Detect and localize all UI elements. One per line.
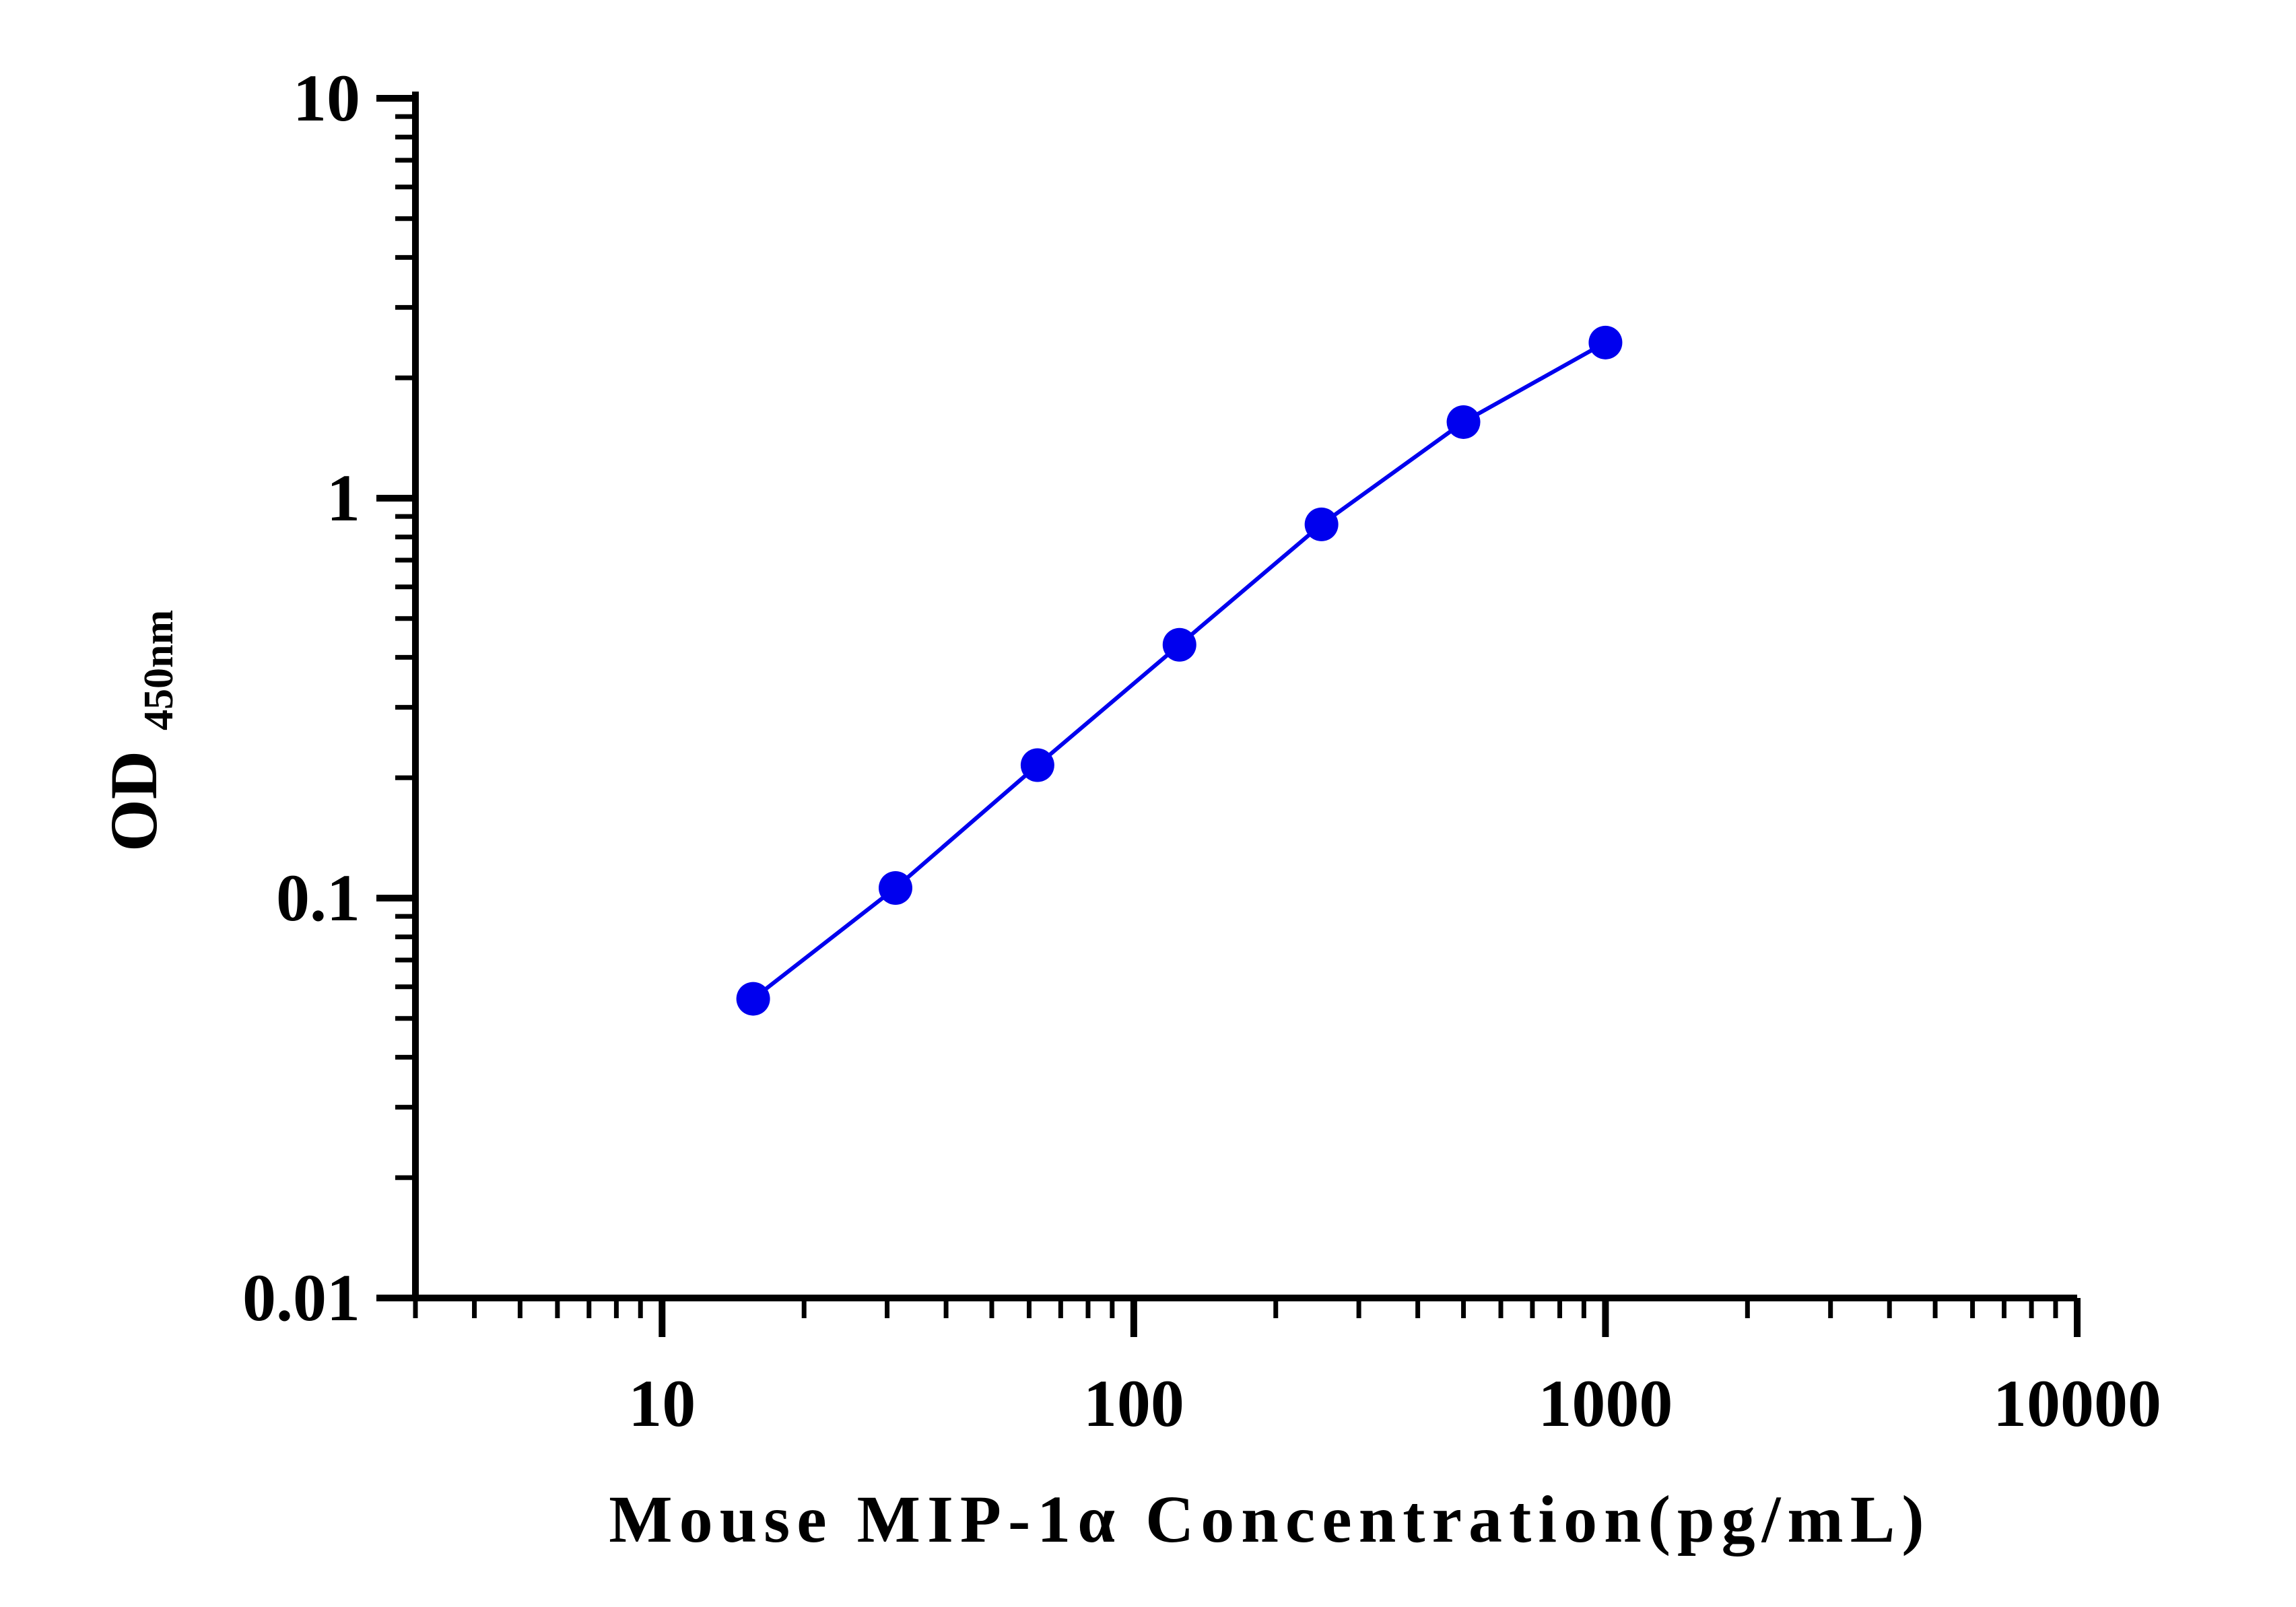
y-tick-label: 10 [293,61,360,135]
y-axis-title: OD 450nm [96,610,182,852]
data-point [1588,325,1623,360]
data-point [878,870,912,905]
data-point [1020,748,1054,782]
series-layer [736,325,1623,1016]
data-point [1304,507,1339,541]
x-tick-label: 100 [1083,1366,1184,1441]
data-point [1162,627,1196,662]
x-axis-title: Mouse MIP-1α Concentration(pg/mL) [609,1482,1930,1557]
data-point [1446,405,1481,439]
x-tick-label: 1000 [1538,1366,1673,1441]
series-line [751,341,1607,1000]
x-tick-label: 10000 [1993,1366,2161,1441]
y-tick-label: 0.01 [242,1260,360,1335]
labels: Mouse MIP-1α Concentration(pg/mL) OD 450… [96,61,2161,1557]
x-tick-label: 10 [628,1366,696,1441]
y-tick-label: 0.1 [276,860,360,935]
data-point [736,982,770,1016]
y-axis-title-subscript: 450nm [136,610,182,730]
y-tick-label: 1 [327,460,360,535]
axes [376,92,2081,1337]
y-axis-title-main: OD [96,751,171,852]
